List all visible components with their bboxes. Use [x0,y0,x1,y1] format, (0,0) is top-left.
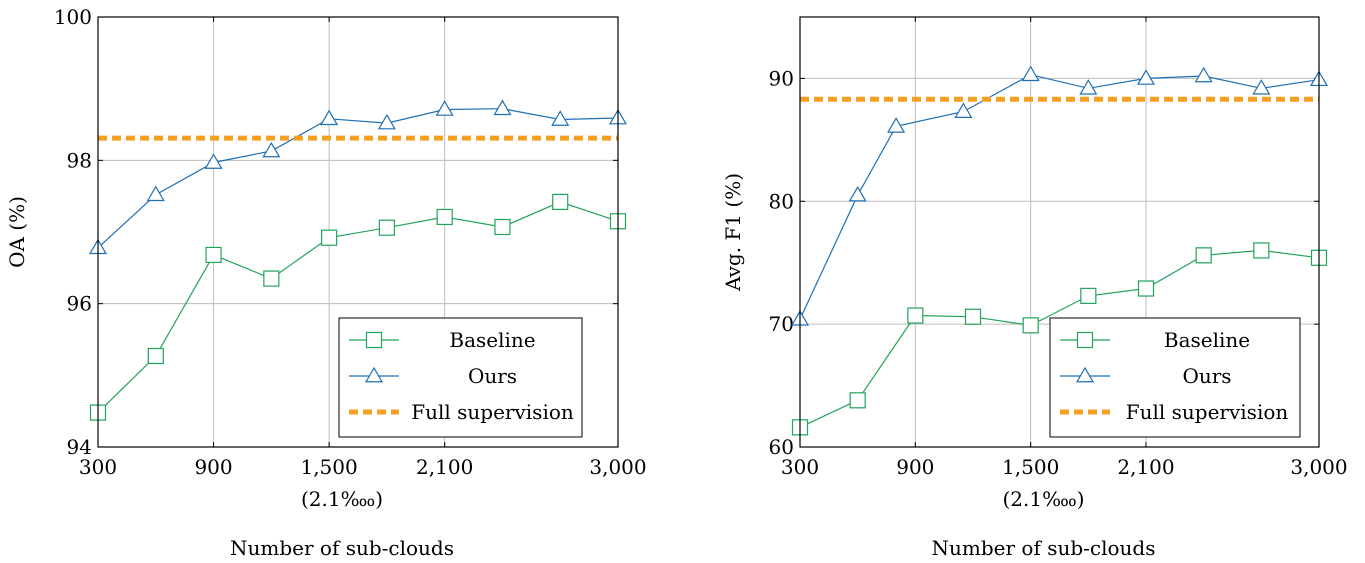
legend: Baseline Ours Full supervision [1049,317,1301,438]
baseline-point [552,193,569,210]
legend-marker-baseline [365,331,383,349]
ours-point [204,153,223,169]
ours-point [1021,65,1040,82]
baseline-point [263,270,280,287]
ours-point [1079,79,1098,95]
x-axis-title: Number of sub-clouds [932,536,1156,560]
ours-point [887,117,906,133]
ours-point [146,185,165,202]
y-axis-title: OA (%) [5,196,29,268]
y-tick-label: 60 [769,435,794,459]
legend-label: Full supervision [1126,400,1289,424]
baseline-point [1195,247,1212,264]
legend-label: Baseline [1164,328,1250,352]
y-axis-title: Avg. F1 (%) [721,173,745,292]
y-tick-label: 100 [54,5,92,29]
legend-label: Ours [468,364,517,388]
baseline-point [1022,317,1039,334]
series-line-baseline [97,201,619,414]
baseline-point [964,308,982,325]
legend-marker-ours [364,366,384,383]
legend-label: Full supervision [411,400,574,424]
legend-marker-ours [1075,366,1095,383]
y-tick-label: 94 [67,435,92,459]
baseline-point [321,229,338,246]
y-tick-label: 70 [769,312,794,336]
legend-box [1049,317,1301,438]
x-tick-label: 300 [79,455,117,479]
ours-point [1194,66,1213,83]
ours-point [1136,69,1156,85]
ours-point [435,100,454,116]
x-axis-title: Number of sub-clouds [230,536,454,560]
chart-panel-2: 300 900 1,500 2,100 3,000 60 70 80 90 (2.1‱) Numbe… [721,16,1348,560]
baseline-point [1137,280,1155,297]
x-tick-label: 900 [896,455,934,479]
ours-point [493,99,512,116]
x-tick-label: 1,500 [300,455,357,479]
baseline-point [907,307,924,324]
legend-label: Baseline [449,328,535,352]
ours-point [1252,79,1271,95]
legend-marker-baseline [1076,331,1094,349]
y-tick-label: 98 [67,148,92,172]
series-line-ours [97,108,619,249]
baseline-point [494,218,511,236]
ours-point [320,109,339,126]
x-tick-label: 2,100 [416,455,473,479]
ours-point [377,113,396,130]
baseline-point [1080,287,1097,304]
plot-frame [799,16,1320,448]
baseline-point [147,347,164,365]
x-tick-label: 3,000 [589,455,646,479]
legend-label: Ours [1182,364,1231,388]
x-tick-label: 3,000 [1290,455,1347,479]
baseline-point [378,219,395,236]
baseline-point [205,246,222,264]
ours-point [551,110,570,126]
x-tick-label: 900 [194,455,232,479]
y-tick-label: 96 [67,292,92,316]
legend: Baseline Ours Full supervision [338,317,583,438]
series-line-baseline [799,249,1320,428]
baseline-point [1253,242,1270,259]
ours-point [262,141,281,158]
x-axis-note: (2.1‱) [301,487,383,511]
x-tick-label: 300 [781,455,819,479]
y-tick-label: 90 [769,66,794,90]
x-tick-label: 1,500 [1002,455,1059,479]
series-line-ours [799,74,1320,320]
ours-point [954,102,973,118]
plot-frame [97,16,619,448]
x-axis-note: (2.1‱) [1002,487,1084,511]
baseline-point [849,392,866,409]
chart-panel-1: 300 900 1,500 2,100 3,000 94 96 98 100 (2.1‱) Numb… [5,5,647,560]
x-tick-label: 2,100 [1117,455,1174,479]
y-tick-label: 80 [769,189,794,213]
ours-point [848,185,867,202]
baseline-point [436,208,453,226]
